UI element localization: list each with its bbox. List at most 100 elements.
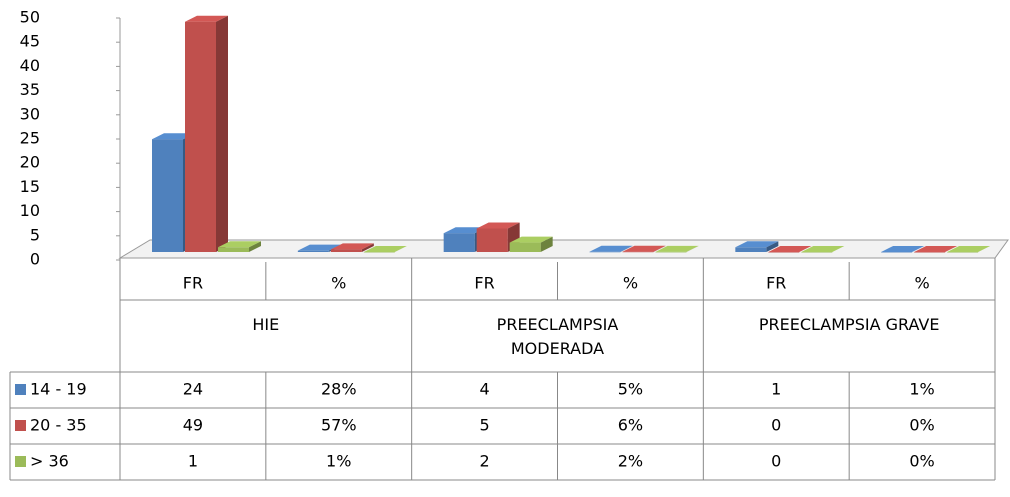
legend-label: 20 - 35 [30, 416, 87, 435]
y-tick-label: 50 [20, 8, 40, 27]
y-tick-label: 10 [20, 201, 40, 220]
bar-side [653, 245, 666, 252]
table-value: 2 [479, 452, 489, 471]
bar-front [622, 251, 654, 253]
table-value: 1 [188, 452, 198, 471]
bar-top [735, 241, 779, 248]
x-tick-label: FR [183, 274, 203, 293]
table-value: 28% [321, 380, 357, 399]
bar-top [330, 243, 374, 250]
bar-front [443, 233, 475, 252]
bar-front [152, 139, 183, 252]
bar-front [363, 251, 395, 253]
table-value: 2% [618, 452, 643, 471]
table-value: 1% [909, 380, 934, 399]
table-value: 0 [771, 452, 781, 471]
bar-front [947, 252, 979, 253]
bar [914, 246, 958, 253]
table-value: 1% [326, 452, 351, 471]
bar-top [218, 241, 261, 248]
bar [768, 246, 812, 253]
bar-front [735, 247, 767, 252]
bar [622, 245, 666, 253]
bar-front [185, 21, 216, 253]
table-value: 49 [183, 416, 203, 435]
bar [947, 246, 991, 253]
bar-side [394, 245, 407, 252]
y-tick-label: 35 [20, 80, 40, 99]
bar-front [655, 251, 687, 253]
legend-label: > 36 [30, 452, 69, 471]
x-tick-label: FR [474, 274, 494, 293]
bar-front [330, 249, 362, 252]
group-label-box: PREECLAMPSIA MODERADA [496, 315, 619, 358]
table-value: 5 [479, 416, 489, 435]
bar-front [914, 252, 946, 253]
bar-top [622, 245, 666, 252]
bar-front [768, 252, 800, 253]
y-tick-label: 5 [30, 225, 40, 244]
bar-front [881, 251, 913, 253]
bar-top [363, 245, 407, 252]
bar-top [914, 246, 958, 252]
y-tick-label: 40 [20, 56, 40, 75]
bar-side [249, 241, 261, 252]
bar [801, 246, 845, 253]
bar-top [947, 246, 991, 252]
legend-swatch [15, 420, 26, 431]
bar-front [589, 251, 621, 253]
group-label-box: HIE [252, 315, 280, 334]
bar-side [540, 236, 553, 252]
table-value: 4 [479, 380, 489, 399]
bar-side [766, 241, 779, 252]
legend-swatch [15, 456, 26, 467]
y-tick-label: 30 [20, 104, 40, 123]
bar-top [443, 227, 487, 234]
bar-side [216, 15, 228, 253]
bar-top [589, 245, 633, 252]
x-tick-label: % [914, 274, 929, 293]
bar [509, 236, 553, 252]
table-value: 0 [771, 416, 781, 435]
bar-front [801, 252, 833, 253]
bar-top [152, 133, 195, 140]
bar [589, 245, 633, 253]
table-value: 0% [909, 416, 934, 435]
bar-side [620, 245, 633, 252]
table-value: 5% [618, 380, 643, 399]
x-tick-label: FR [766, 274, 786, 293]
table-value: 1 [771, 380, 781, 399]
bar [185, 15, 228, 253]
bar-top [185, 15, 228, 22]
bar-top [509, 236, 553, 243]
bar-front [297, 250, 329, 252]
bar-top [297, 244, 341, 251]
bar [881, 245, 925, 253]
bar-top [768, 246, 812, 252]
x-tick-label: % [331, 274, 346, 293]
x-tick-label: % [623, 274, 638, 293]
bar-top [655, 245, 699, 252]
table-value: 6% [618, 416, 643, 435]
legend-label: 14 - 19 [30, 380, 87, 399]
bar-top [881, 245, 925, 252]
bar-top [801, 246, 845, 252]
bar-side [361, 243, 374, 252]
group-label-box: PREECLAMPSIA GRAVE [758, 315, 940, 334]
group-label: HIE [252, 315, 280, 334]
group-label: PREECLAMPSIA GRAVE [758, 315, 940, 334]
group-label: PREECLAMPSIA MODERADA [496, 315, 619, 358]
bar-front [509, 242, 541, 252]
bar-front [476, 228, 508, 252]
y-tick-label: 15 [20, 177, 40, 196]
y-tick-label: 25 [20, 129, 40, 148]
y-tick-label: 20 [20, 153, 40, 172]
bar [330, 243, 374, 252]
bar [218, 241, 261, 252]
bar-side [686, 245, 699, 252]
bar [363, 245, 407, 253]
bar-top [476, 222, 520, 229]
bar [655, 245, 699, 253]
table-value: 0% [909, 452, 934, 471]
